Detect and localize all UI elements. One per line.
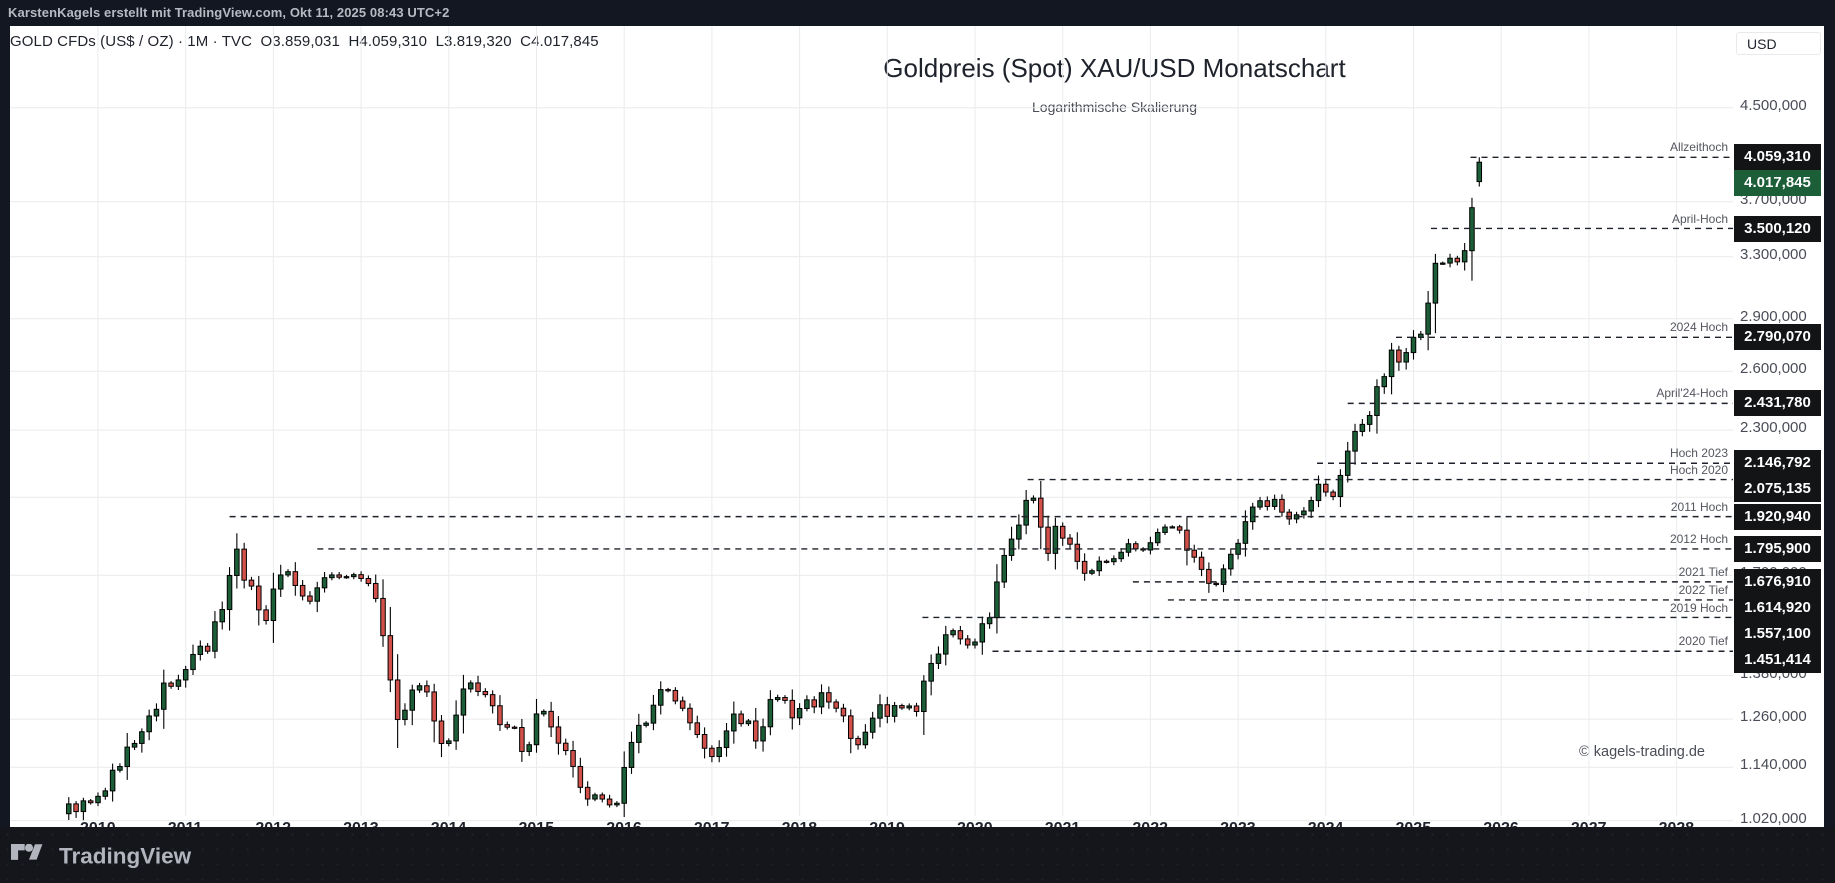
svg-text:TradingView: TradingView — [59, 844, 192, 869]
